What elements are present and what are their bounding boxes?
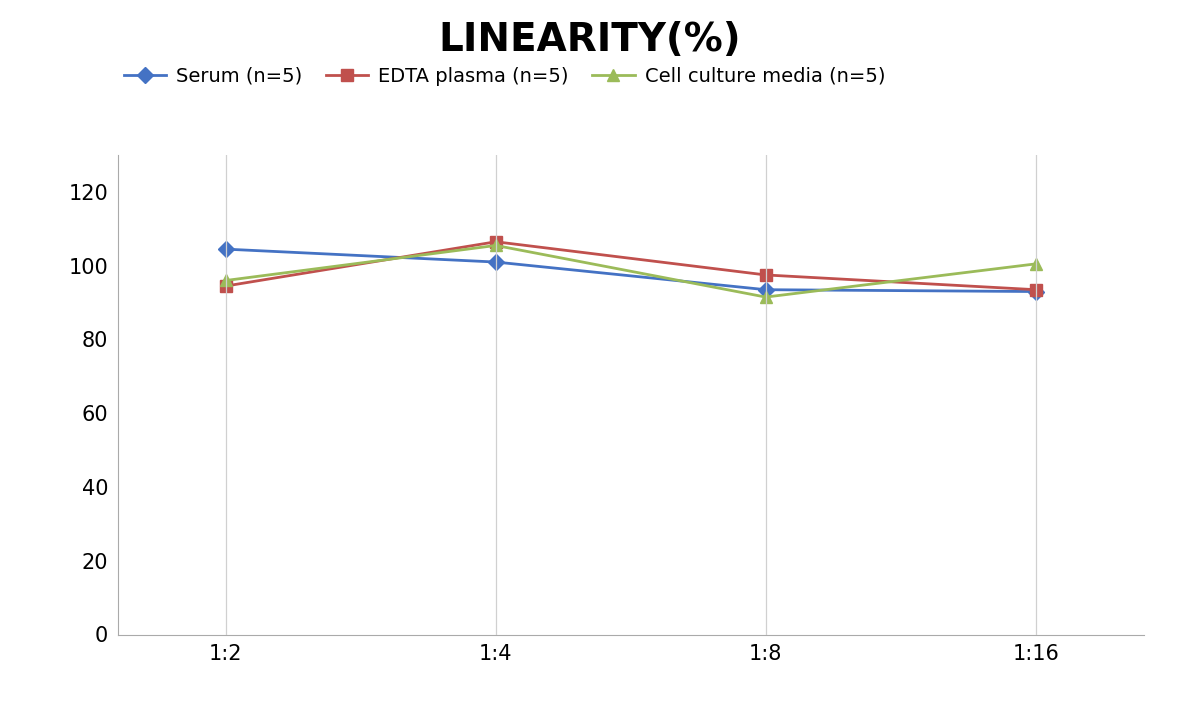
Cell culture media (n=5) bbox=[219, 276, 233, 285]
Cell culture media (n=5) bbox=[758, 293, 772, 301]
Line: Cell culture media (n=5): Cell culture media (n=5) bbox=[219, 239, 1042, 303]
Line: EDTA plasma (n=5): EDTA plasma (n=5) bbox=[220, 236, 1041, 295]
Text: LINEARITY(%): LINEARITY(%) bbox=[439, 21, 740, 59]
EDTA plasma (n=5) bbox=[758, 271, 772, 279]
EDTA plasma (n=5) bbox=[489, 238, 503, 246]
EDTA plasma (n=5) bbox=[1028, 286, 1042, 294]
Line: Serum (n=5): Serum (n=5) bbox=[220, 244, 1041, 297]
Cell culture media (n=5) bbox=[489, 241, 503, 250]
Serum (n=5) bbox=[758, 286, 772, 294]
Cell culture media (n=5) bbox=[1028, 259, 1042, 268]
Serum (n=5) bbox=[489, 258, 503, 266]
Serum (n=5) bbox=[1028, 288, 1042, 296]
EDTA plasma (n=5) bbox=[219, 282, 233, 290]
Serum (n=5) bbox=[219, 245, 233, 253]
Legend: Serum (n=5), EDTA plasma (n=5), Cell culture media (n=5): Serum (n=5), EDTA plasma (n=5), Cell cul… bbox=[116, 59, 893, 94]
